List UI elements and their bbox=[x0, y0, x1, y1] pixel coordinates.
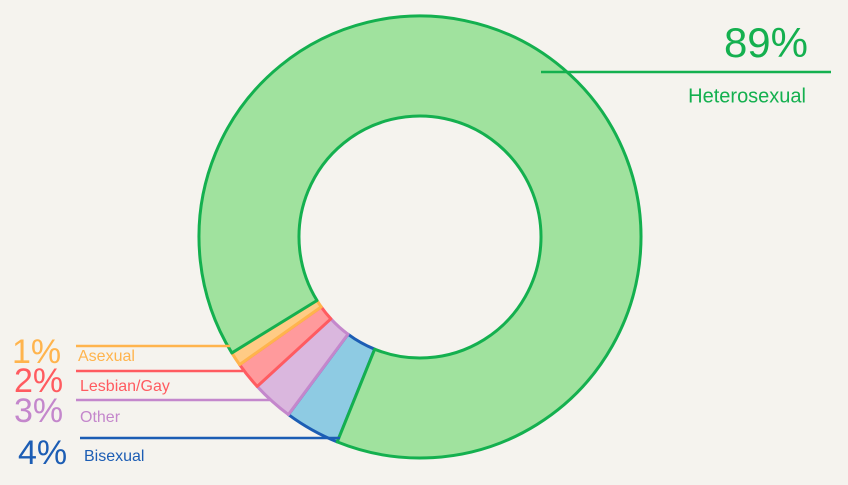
value-label: 1% bbox=[12, 333, 61, 371]
value-label: 89% bbox=[724, 19, 808, 66]
category-label: Bisexual bbox=[84, 448, 144, 465]
value-label: 2% bbox=[14, 362, 63, 400]
slice bbox=[197, 14, 643, 460]
category-label: Heterosexual bbox=[688, 85, 806, 107]
value-label: 4% bbox=[18, 434, 67, 472]
category-label: Other bbox=[80, 409, 121, 426]
category-label: Lesbian/Gay bbox=[80, 378, 170, 395]
category-label: Asexual bbox=[78, 348, 135, 365]
value-label: 3% bbox=[14, 392, 63, 430]
